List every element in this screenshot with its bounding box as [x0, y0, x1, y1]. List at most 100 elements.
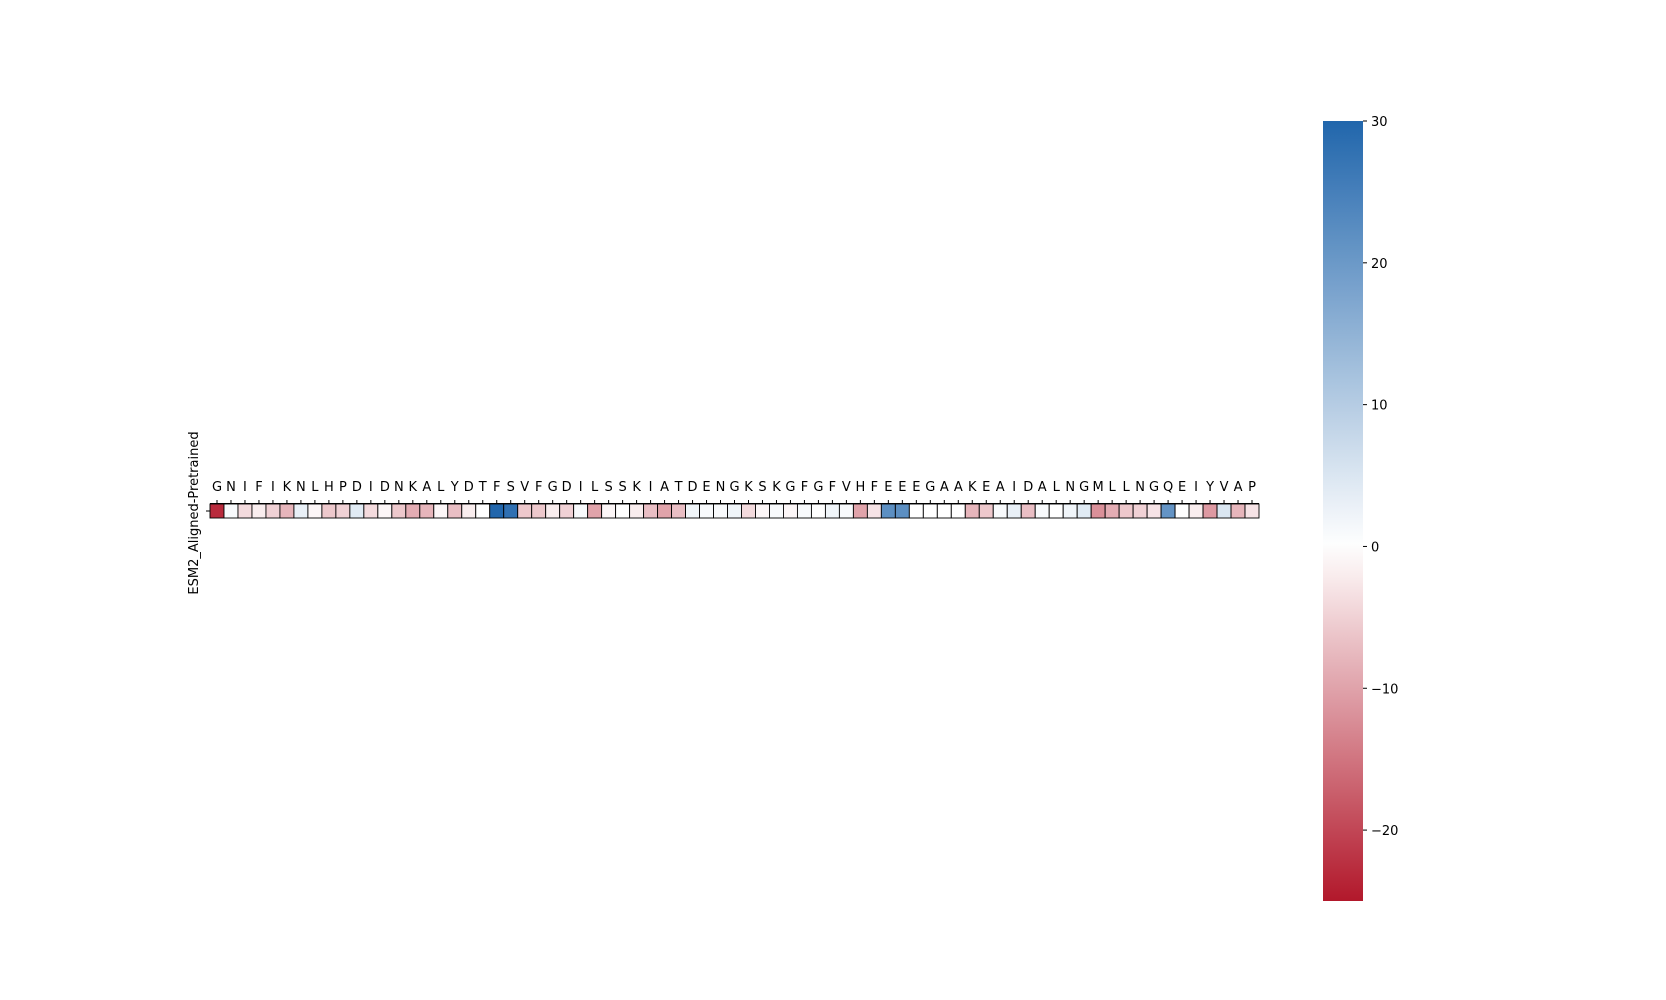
heatmap-cell	[1006, 503, 1022, 519]
heatmap-cell	[1048, 503, 1064, 519]
column-label: F	[829, 480, 836, 495]
heatmap-cell	[741, 503, 756, 519]
column-label: I	[649, 480, 653, 495]
heatmap-cell	[783, 503, 798, 519]
heatmap-cell	[307, 503, 323, 519]
heatmap-cell	[1118, 503, 1134, 519]
heatmap-cell	[1034, 503, 1050, 519]
colorbar-tick-label: −20	[1371, 824, 1398, 839]
heatmap-cell	[755, 503, 770, 519]
heatmap-cell	[964, 503, 980, 519]
row-label: ESM2_Aligned-Pretrained	[187, 431, 202, 594]
heatmap-cell	[629, 503, 645, 519]
column-label: L	[591, 480, 599, 495]
heatmap-cell	[279, 503, 295, 519]
column-label: P	[1248, 480, 1256, 495]
heatmap-cell	[671, 503, 686, 519]
heatmap-cell	[223, 503, 239, 519]
colorbar-tick-label: 10	[1371, 399, 1388, 414]
column-label: K	[968, 480, 977, 495]
heatmap-cell	[587, 503, 603, 519]
column-label: F	[255, 480, 262, 495]
heatmap-cell	[1202, 503, 1218, 519]
heatmap-cell	[251, 503, 267, 519]
heatmap-cell	[685, 503, 700, 519]
column-label: L	[437, 480, 445, 495]
column-label: F	[871, 480, 878, 495]
column-label: I	[369, 480, 373, 495]
column-label: N	[394, 480, 404, 495]
column-label: G	[212, 480, 222, 495]
heatmap-cell	[713, 503, 728, 519]
column-label: I	[243, 480, 247, 495]
column-label: G	[813, 480, 823, 495]
heatmap-cell	[1062, 503, 1078, 519]
heatmap-cell	[475, 503, 491, 519]
heatmap-cell	[1146, 503, 1162, 519]
column-label: D	[562, 480, 572, 495]
heatmap-cell	[796, 503, 812, 519]
colorbar-tick-label: 0	[1371, 540, 1379, 555]
column-label: G	[548, 480, 558, 495]
column-label: T	[674, 480, 683, 495]
column-label: H	[855, 480, 865, 495]
column-label: L	[1109, 480, 1117, 495]
heatmap-cell	[237, 503, 253, 519]
heatmap-cell	[978, 503, 994, 519]
column-label: A	[1234, 480, 1243, 495]
heatmap-cell	[1132, 503, 1148, 519]
heatmap-cell	[824, 503, 840, 519]
column-label: I	[579, 480, 583, 495]
colorbar-tick-label: −10	[1371, 682, 1398, 697]
heatmap-cell	[643, 503, 659, 519]
column-label: H	[324, 480, 334, 495]
heatmap-cell	[615, 503, 631, 519]
heatmap-cell	[489, 503, 505, 519]
column-label: A	[940, 480, 949, 495]
heatmap-cell	[433, 503, 449, 519]
column-label: Y	[1205, 480, 1214, 495]
column-label: D	[380, 480, 390, 495]
column-label: I	[271, 480, 275, 495]
column-label: N	[1065, 480, 1075, 495]
heatmap-cell	[503, 503, 519, 519]
column-label: G	[925, 480, 935, 495]
heatmap-cell	[1076, 503, 1092, 519]
heatmap-cell	[321, 503, 337, 519]
column-label: M	[1093, 480, 1104, 495]
column-label: N	[296, 480, 306, 495]
column-label: K	[409, 480, 418, 495]
heatmap-cell	[545, 503, 561, 519]
heatmap	[209, 503, 1260, 519]
heatmap-cell	[461, 503, 477, 519]
column-label: L	[311, 480, 319, 495]
heatmap-cell	[908, 503, 924, 519]
heatmap-cell	[727, 503, 742, 519]
column-label: K	[632, 480, 641, 495]
column-label: F	[535, 480, 542, 495]
column-label: N	[716, 480, 726, 495]
heatmap-cell	[293, 503, 309, 519]
heatmap-cell	[1104, 503, 1120, 519]
heatmap-cell	[265, 503, 281, 519]
heatmap-cell	[391, 503, 407, 519]
column-label: S	[618, 480, 626, 495]
heatmap-cell	[1244, 503, 1260, 519]
heatmap-cell	[517, 503, 533, 519]
heatmap-cell	[852, 503, 868, 519]
column-label: A	[422, 480, 431, 495]
column-label: D	[1023, 480, 1033, 495]
column-label: F	[493, 480, 500, 495]
heatmap-cell	[1216, 503, 1232, 519]
column-label: V	[520, 480, 529, 495]
heatmap-cell	[657, 503, 673, 519]
column-label: D	[464, 480, 474, 495]
heatmap-cell	[894, 503, 910, 519]
column-label: E	[884, 480, 892, 495]
heatmap-cell	[1230, 503, 1246, 519]
column-label: A	[1038, 480, 1047, 495]
column-label: V	[842, 480, 851, 495]
colorbar-gradient	[1323, 121, 1363, 901]
